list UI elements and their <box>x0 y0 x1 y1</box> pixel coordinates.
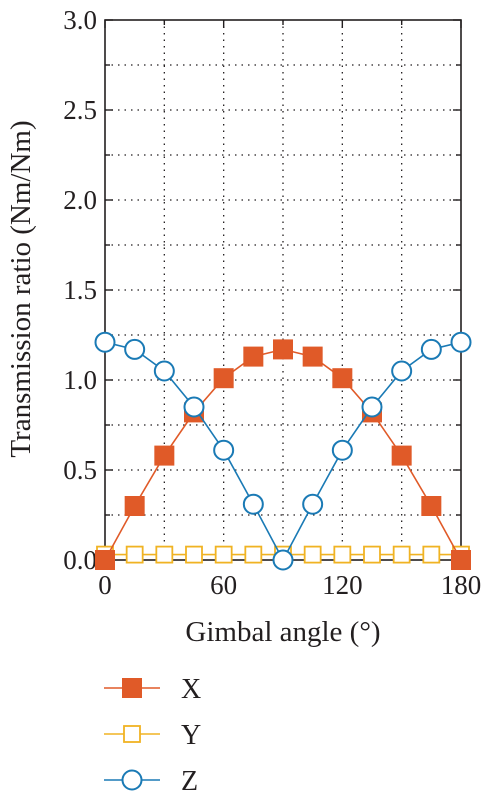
y-tick-label: 1.0 <box>63 365 97 395</box>
data-point-x <box>124 496 145 516</box>
data-point-y <box>125 545 144 564</box>
data-point-y <box>333 545 352 564</box>
data-series <box>94 331 472 571</box>
y-axis-label: Transmission ratio (Nm/Nm) <box>5 120 37 457</box>
y-tick-label: 3.0 <box>63 5 97 35</box>
series-z <box>94 331 472 571</box>
legend-label: Z <box>181 766 198 797</box>
data-point-x <box>213 368 234 389</box>
data-point-y <box>185 545 203 564</box>
data-point-z <box>153 360 175 382</box>
legend-item-z: Z <box>104 766 198 797</box>
x-tick-label: 0 <box>98 570 112 600</box>
data-point-z <box>391 360 413 382</box>
x-tick-label: 60 <box>210 570 237 600</box>
legend-marker <box>122 678 142 698</box>
grid-lines <box>105 20 461 560</box>
data-point-y <box>422 545 441 564</box>
legend-label: Y <box>181 720 201 751</box>
data-point-y <box>363 545 381 564</box>
data-point-y <box>303 545 322 564</box>
data-point-y <box>214 545 233 564</box>
data-point-z <box>213 439 235 461</box>
data-point-z <box>272 549 294 571</box>
data-point-z <box>420 338 442 360</box>
legend-marker <box>121 769 143 791</box>
data-point-z <box>94 331 116 353</box>
tick-labels: 0 60 120 180 0.0 0.5 1.0 1.5 2.0 2.5 3.0 <box>63 5 481 600</box>
legend-item-x: X <box>104 674 201 705</box>
data-point-z <box>302 493 324 515</box>
x-tick-label: 120 <box>322 570 363 600</box>
data-point-z <box>361 396 383 418</box>
data-point-y <box>392 545 411 564</box>
legend-marker <box>123 725 141 743</box>
data-point-z <box>331 439 353 461</box>
data-point-z <box>183 396 205 418</box>
data-point-y <box>244 545 263 564</box>
data-point-x <box>95 550 115 570</box>
data-point-z <box>242 493 264 515</box>
y-tick-label: 2.5 <box>63 95 97 125</box>
data-point-x <box>421 496 442 516</box>
data-point-x <box>302 346 323 367</box>
data-point-x <box>154 445 175 466</box>
y-tick-label: 0.5 <box>63 455 97 485</box>
y-tick-label: 1.5 <box>63 275 97 305</box>
legend-label: X <box>181 674 201 705</box>
x-axis-label: Gimbal angle (°) <box>185 616 380 648</box>
data-point-x <box>273 339 293 360</box>
data-point-x <box>243 346 264 367</box>
data-point-z <box>450 331 472 353</box>
data-point-z <box>124 338 146 360</box>
axis-labels: Gimbal angle (°) Transmission ratio (Nm/… <box>5 120 381 648</box>
series-x <box>95 339 471 570</box>
x-tick-label: 180 <box>441 570 482 600</box>
data-point-x <box>451 550 471 570</box>
data-point-x <box>391 445 412 466</box>
legend: XYZ <box>104 674 201 797</box>
y-tick-label: 2.0 <box>63 185 97 215</box>
legend-item-y: Y <box>104 720 201 751</box>
data-point-y <box>155 545 174 564</box>
y-tick-label: 0.0 <box>63 545 97 575</box>
data-point-x <box>332 368 353 389</box>
